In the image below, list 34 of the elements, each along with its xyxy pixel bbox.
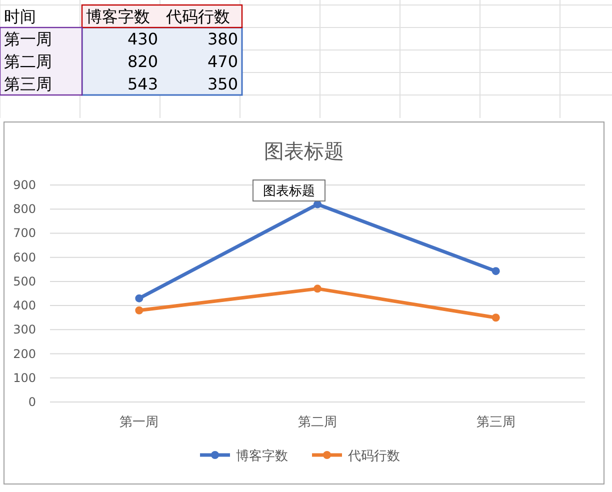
- chart-title: 图表标题: [264, 139, 344, 163]
- x-tick-label: 第二周: [298, 415, 337, 430]
- text: 470: [207, 52, 238, 71]
- text: 博客字数: [86, 7, 150, 26]
- text: 430: [127, 30, 158, 48]
- text: 380: [207, 30, 238, 48]
- legend-label: 博客字数: [236, 448, 288, 464]
- text: 第二周: [4, 52, 52, 71]
- y-tick-label: 800: [13, 202, 36, 216]
- y-tick-label: 400: [13, 298, 36, 313]
- text: 820: [127, 52, 158, 71]
- y-tick-label: 900: [13, 178, 36, 192]
- y-tick-label: 500: [13, 274, 36, 288]
- y-tick-label: 200: [13, 346, 36, 361]
- y-tick-label: 0: [28, 395, 36, 409]
- legend-label: 代码行数: [347, 449, 400, 464]
- y-tick-label: 100: [13, 370, 36, 385]
- point: [492, 314, 500, 322]
- x-tick-label: 第三周: [476, 415, 516, 430]
- text: 第一周: [4, 30, 52, 48]
- y-tick-label: 300: [13, 322, 36, 337]
- text: 350: [207, 74, 238, 94]
- y-tick-label: 700: [13, 226, 36, 240]
- annotation: 图表标题: [263, 184, 315, 199]
- point: [135, 294, 144, 302]
- text: 543: [127, 74, 158, 94]
- point: [492, 267, 500, 276]
- x-tick-label: 第一周: [120, 415, 159, 430]
- point: [135, 306, 144, 314]
- text: 时间: [4, 7, 36, 26]
- text: 代码行数: [165, 7, 230, 26]
- text: 第三周: [4, 74, 52, 94]
- y-tick-label: 600: [13, 250, 36, 264]
- point: [314, 284, 322, 293]
